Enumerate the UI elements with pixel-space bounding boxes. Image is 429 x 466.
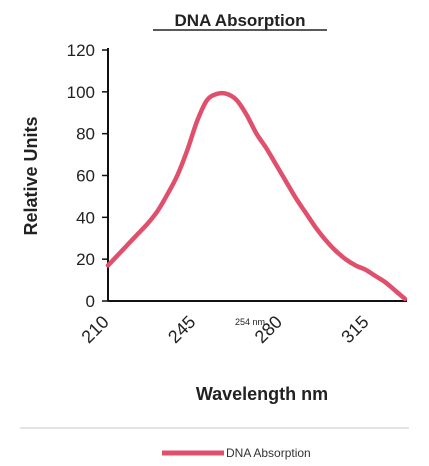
x-tick-labels: 210 245 280 315 xyxy=(77,312,372,347)
data-point xyxy=(295,197,297,200)
y-axis-label: Relative Units xyxy=(21,116,41,235)
data-point xyxy=(394,289,396,292)
data-point xyxy=(117,254,119,256)
data-point xyxy=(216,93,218,95)
data-point xyxy=(206,99,208,101)
data-point xyxy=(196,120,198,122)
x-axis-label: Wavelength nm xyxy=(196,384,328,404)
y-tick-labels: 0 20 40 60 80 100 120 xyxy=(67,41,108,311)
data-point xyxy=(334,250,337,252)
chart-title: DNA Absorption xyxy=(175,11,306,30)
data-point xyxy=(156,210,159,212)
x-tick-label: 210 xyxy=(77,312,112,347)
data-point xyxy=(226,93,228,95)
data-point xyxy=(107,264,109,267)
y-tick-label: 80 xyxy=(76,125,95,144)
data-point xyxy=(285,181,288,183)
data-point xyxy=(235,99,238,101)
data-point xyxy=(305,212,307,214)
legend: DNA Absorption xyxy=(162,446,311,460)
y-tick-label: 100 xyxy=(67,83,95,102)
data-point xyxy=(255,132,258,135)
data-point xyxy=(315,227,317,229)
data-point xyxy=(265,147,268,150)
data-point xyxy=(176,174,179,177)
data-point xyxy=(364,268,367,271)
data-point xyxy=(374,275,377,277)
data-point xyxy=(275,164,278,166)
data-point xyxy=(354,264,357,267)
x-tick-label: 315 xyxy=(337,312,372,347)
data-point xyxy=(166,193,169,196)
data-point xyxy=(325,239,327,242)
y-tick-label: 40 xyxy=(76,208,95,227)
y-tick-label: 120 xyxy=(67,41,95,60)
x-tick-label: 245 xyxy=(164,312,199,347)
axes xyxy=(107,48,407,302)
peak-annotation: 254 nm xyxy=(235,317,265,327)
y-tick-label: 20 xyxy=(76,250,95,269)
data-point xyxy=(404,298,406,300)
data-point xyxy=(127,243,129,246)
y-tick-label: 60 xyxy=(76,167,95,186)
data-point xyxy=(344,258,347,261)
data-point xyxy=(186,149,188,152)
data-point xyxy=(136,233,139,235)
data-point xyxy=(146,222,149,225)
series-group xyxy=(105,90,408,302)
data-point xyxy=(245,114,248,116)
legend-label: DNA Absorption xyxy=(226,446,311,460)
series-line xyxy=(105,90,408,302)
y-tick-label: 0 xyxy=(86,292,95,311)
data-point xyxy=(384,281,387,284)
